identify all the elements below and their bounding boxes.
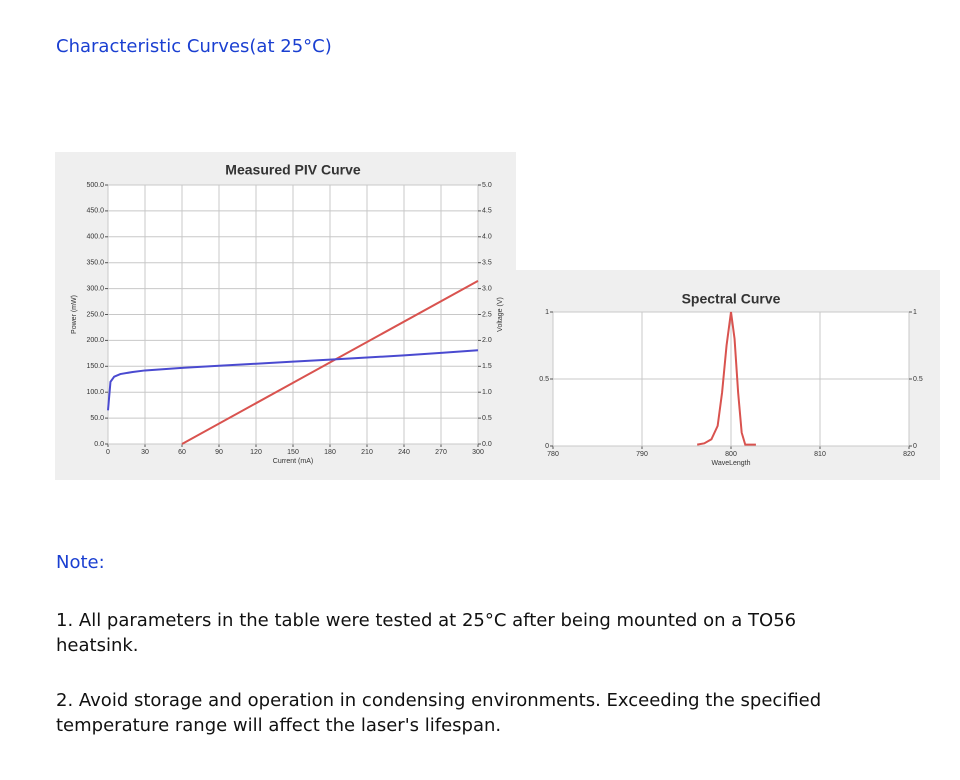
y-tick-label: 50.0 [90,415,104,422]
x-tick-label: 810 [814,451,826,458]
y2-tick-label: 3.0 [482,285,492,292]
y-tick-label: 200.0 [86,337,104,344]
y2-tick-label: 0.5 [482,415,492,422]
x-axis-label: Current (mA) [273,458,313,465]
y-tick-label: 350.0 [86,260,104,267]
y2-tick-label: 1.0 [482,389,492,396]
x-tick-label: 820 [903,451,915,458]
y2-tick-label: 0.5 [913,376,923,383]
y-tick-label: 1 [545,309,549,316]
x-axis-label: WaveLength [711,460,750,467]
y2-tick-label: 0 [913,443,917,450]
y-tick-label: 450.0 [86,208,104,215]
x-tick-label: 300 [472,449,484,456]
y-tick-label: 0.5 [539,376,549,383]
y2-tick-label: 2.0 [482,337,492,344]
x-tick-label: 780 [547,451,559,458]
y-tick-label: 400.0 [86,234,104,241]
y2-tick-label: 2.5 [482,311,492,318]
y-axis-label: Power (mW) [71,295,78,334]
y-tick-label: 250.0 [86,311,104,318]
x-tick-label: 150 [287,449,299,456]
chart-title: Spectral Curve [682,291,781,307]
y-tick-label: 500.0 [86,182,104,189]
x-tick-label: 800 [725,451,737,458]
y-tick-label: 300.0 [86,285,104,292]
series-line [696,311,756,446]
y2-tick-label: 4.5 [482,208,492,215]
x-tick-label: 60 [178,449,186,456]
x-tick-label: 240 [398,449,410,456]
x-tick-label: 270 [435,449,447,456]
note-item: 1. All parameters in the table were test… [56,610,797,656]
x-tick-label: 120 [250,449,262,456]
page-title: Characteristic Curves(at 25°C) [56,36,332,57]
note-item: 2. Avoid storage and operation in conden… [56,690,822,736]
y-tick-label: 0 [545,443,549,450]
y2-tick-label: 1 [913,309,917,316]
y-tick-label: 100.0 [86,389,104,396]
y2-tick-label: 0.0 [482,441,492,448]
y-tick-label: 0.0 [94,441,104,448]
y2-tick-label: 4.0 [482,234,492,241]
chart-title: Measured PIV Curve [225,162,361,178]
x-tick-label: 90 [215,449,223,456]
y-tick-label: 150.0 [86,363,104,370]
series-line [107,349,479,411]
y2-axis-label: Voltage (V) [497,297,504,332]
x-tick-label: 180 [324,449,336,456]
x-tick-label: 790 [636,451,648,458]
series-line [181,279,479,445]
y2-tick-label: 1.5 [482,363,492,370]
x-tick-label: 0 [106,449,110,456]
piv-chart: 0 30 60 90 120 150 180 210 240 270 3000.050.0100.0… [55,152,516,480]
y2-tick-label: 3.5 [482,260,492,267]
x-tick-label: 30 [141,449,149,456]
note-title: Note: [56,552,105,573]
x-tick-label: 210 [361,449,373,456]
y2-tick-label: 5.0 [482,182,492,189]
